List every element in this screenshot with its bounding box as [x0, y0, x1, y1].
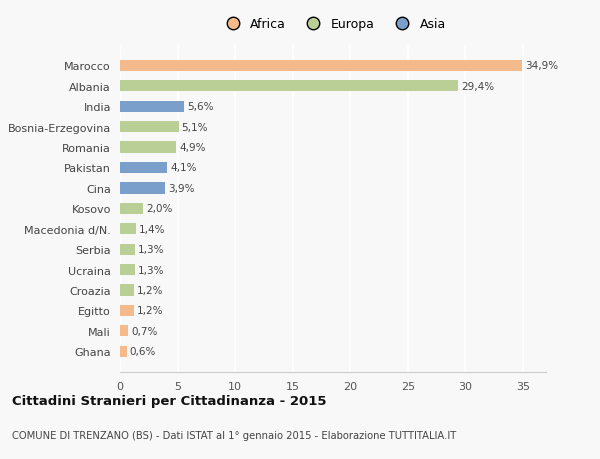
Text: 5,6%: 5,6% [187, 102, 214, 112]
Bar [120, 285, 134, 296]
Bar [120, 203, 143, 214]
Bar [120, 325, 128, 336]
Text: 2,0%: 2,0% [146, 204, 172, 214]
Bar [120, 61, 522, 72]
Text: 34,9%: 34,9% [525, 62, 558, 71]
Bar [120, 122, 179, 133]
Bar [120, 162, 167, 174]
Text: Cittadini Stranieri per Cittadinanza - 2015: Cittadini Stranieri per Cittadinanza - 2… [12, 394, 326, 407]
Bar [120, 101, 184, 112]
Bar [120, 224, 136, 235]
Text: 4,1%: 4,1% [170, 163, 197, 173]
Text: 1,3%: 1,3% [138, 265, 164, 275]
Bar [120, 244, 135, 255]
Bar [120, 183, 165, 194]
Text: 29,4%: 29,4% [461, 82, 494, 92]
Text: 0,6%: 0,6% [130, 347, 156, 356]
Bar [120, 264, 135, 275]
Bar [120, 81, 458, 92]
Text: 4,9%: 4,9% [179, 143, 206, 153]
Text: 1,4%: 1,4% [139, 224, 166, 234]
Text: COMUNE DI TRENZANO (BS) - Dati ISTAT al 1° gennaio 2015 - Elaborazione TUTTITALI: COMUNE DI TRENZANO (BS) - Dati ISTAT al … [12, 431, 456, 440]
Bar [120, 305, 134, 316]
Text: 1,2%: 1,2% [137, 306, 163, 316]
Text: 1,2%: 1,2% [137, 285, 163, 295]
Text: 5,1%: 5,1% [182, 123, 208, 132]
Text: 3,9%: 3,9% [168, 184, 194, 194]
Text: 1,3%: 1,3% [138, 245, 164, 255]
Bar [120, 142, 176, 153]
Text: 0,7%: 0,7% [131, 326, 157, 336]
Bar [120, 346, 127, 357]
Legend: Africa, Europa, Asia: Africa, Europa, Asia [215, 13, 451, 36]
